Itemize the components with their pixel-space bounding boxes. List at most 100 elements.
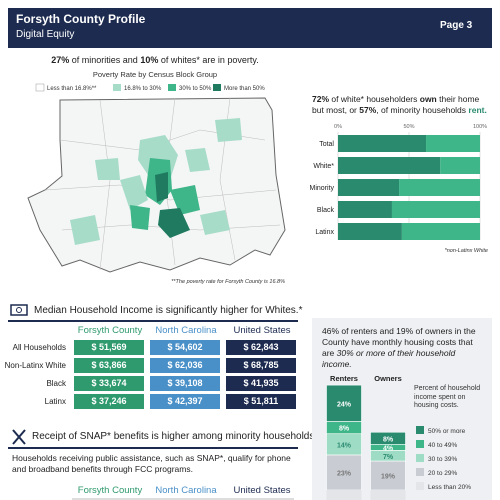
snap-text: Households receiving public assistance, … <box>12 453 291 474</box>
category-label: Renters <box>330 374 358 383</box>
poverty-areas <box>70 118 242 245</box>
table-top <box>72 498 294 500</box>
table-cell: $ 42,397 <box>150 394 220 409</box>
value-label: 7% <box>383 454 394 461</box>
column-header: United States <box>233 325 291 336</box>
category-label: Owners <box>374 374 402 383</box>
legend-swatch <box>113 84 121 91</box>
category-label: Latinx <box>315 229 334 236</box>
legend-label: Less than 20% <box>428 484 471 491</box>
text: of minorities and <box>69 55 141 65</box>
legend-title: Percent of household income spent on hou… <box>414 385 481 409</box>
text: , of minority households <box>376 105 469 115</box>
bar-segment <box>370 490 406 500</box>
legend-label: 40 to 49% <box>428 442 457 449</box>
text: of white* householders <box>329 94 420 104</box>
header-subtitle: Digital Equity <box>16 29 75 40</box>
legend-label: 30 to 39% <box>428 456 457 463</box>
housing-chart: Renters 24% 8% 14% 23% Owners 8% 4% 7% 19% 50% or … <box>326 374 471 500</box>
table-cell: $ 51,569 <box>74 340 144 355</box>
bar-segment <box>338 223 402 240</box>
table-cell: $ 63,866 <box>74 358 144 373</box>
map-footnote: **The poverty rate for Forsyth County is… <box>171 279 285 285</box>
legend-swatch <box>168 84 176 91</box>
legend-swatch <box>416 454 424 462</box>
column-header: North Carolina <box>155 325 217 336</box>
legend-label: 16.8% to 30% <box>124 86 162 92</box>
x-tick-label: 50% <box>403 124 414 130</box>
bar-segment <box>326 490 362 500</box>
text: 27% <box>51 55 70 65</box>
bar-segment <box>326 454 362 491</box>
money-icon <box>10 304 28 316</box>
text: own <box>419 94 437 104</box>
legend-swatch <box>213 84 221 91</box>
category-label: Black <box>317 207 335 214</box>
text: 46% of renters and 19% of owners in the … <box>322 326 476 358</box>
income-title: Median Household Income is significantly… <box>34 305 303 316</box>
legend-label: 30% to 50% <box>179 86 212 92</box>
table-cell: $ 41,935 <box>226 376 296 391</box>
column-header: United States <box>233 485 291 496</box>
bar-segment <box>326 384 362 422</box>
bar-segment <box>338 135 427 152</box>
text: rent <box>468 105 485 115</box>
map-title: Poverty Rate by Census Block Group <box>92 70 218 79</box>
bar-segment <box>338 157 441 174</box>
column-header: Forsyth County <box>77 325 143 336</box>
table-cell: $ 37,246 <box>74 394 144 409</box>
header-bar <box>8 8 492 48</box>
chart-footnote: *non-Latinx White <box>445 248 488 254</box>
value-label: 23% <box>337 471 352 478</box>
bar-segment <box>440 157 480 174</box>
category-label: Minority <box>309 185 334 192</box>
value-label: 19% <box>381 474 396 481</box>
text: of whites* are in poverty. <box>158 55 259 65</box>
x-tick-label: 0% <box>334 124 342 130</box>
bar-segment <box>338 201 392 218</box>
poverty-map: Less than 16.8%** 16.8% to 30% 30% to 50… <box>27 83 286 285</box>
value-label: 14% <box>337 442 352 449</box>
housing-headline: 46% of renters and 19% of owners in the … <box>322 326 486 370</box>
table-cell: $ 33,674 <box>74 376 144 391</box>
row-label: Black <box>46 379 66 388</box>
text: . <box>484 105 487 115</box>
bar-segment <box>338 179 400 196</box>
legend-label: 20 to 29% <box>428 470 457 477</box>
row-label: All Households <box>12 343 66 352</box>
poverty-headline: 27% of minorities and 10% of whites* are… <box>20 55 290 65</box>
legend-swatch <box>416 482 424 490</box>
bar-segment <box>426 135 480 152</box>
header-title: Forsyth County Profile <box>16 12 146 26</box>
bar-segment <box>391 201 480 218</box>
text: 30% or more of their household income. <box>322 348 456 369</box>
table-cell: $ 51,811 <box>226 394 296 409</box>
column-header: Forsyth County <box>77 485 143 496</box>
value-label: 8% <box>383 436 394 443</box>
legend-swatch <box>35 83 45 92</box>
legend-label: 50% or more <box>428 428 466 435</box>
page-number: Page 3 <box>440 20 473 31</box>
legend-swatch <box>416 426 424 434</box>
value-label: 4% <box>383 445 394 452</box>
snap-title: Receipt of SNAP* benefits is higher amon… <box>32 431 318 442</box>
legend-label: Less than 16.8%** <box>47 86 97 92</box>
category-label: White* <box>313 163 334 170</box>
utensils-icon <box>12 429 26 445</box>
text: 57% <box>359 105 377 115</box>
table-cell: $ 39,108 <box>150 376 220 391</box>
divider <box>8 447 298 449</box>
table-cell: $ 68,785 <box>226 358 296 373</box>
legend-swatch <box>416 468 424 476</box>
legend-label: More than 50% <box>224 86 265 92</box>
value-label: 8% <box>339 426 350 433</box>
tenure-chart: 0% 50% 100% Total White* Minority Black Latinx *… <box>309 124 488 254</box>
table-cell: $ 62,036 <box>150 358 220 373</box>
row-label: Latinx <box>44 397 66 406</box>
table-cell: $ 62,843 <box>226 340 296 355</box>
bar-segment <box>401 223 480 240</box>
column-header: North Carolina <box>155 485 217 496</box>
row-label: Non-Latinx White <box>4 361 66 370</box>
text: 10% <box>140 55 159 65</box>
